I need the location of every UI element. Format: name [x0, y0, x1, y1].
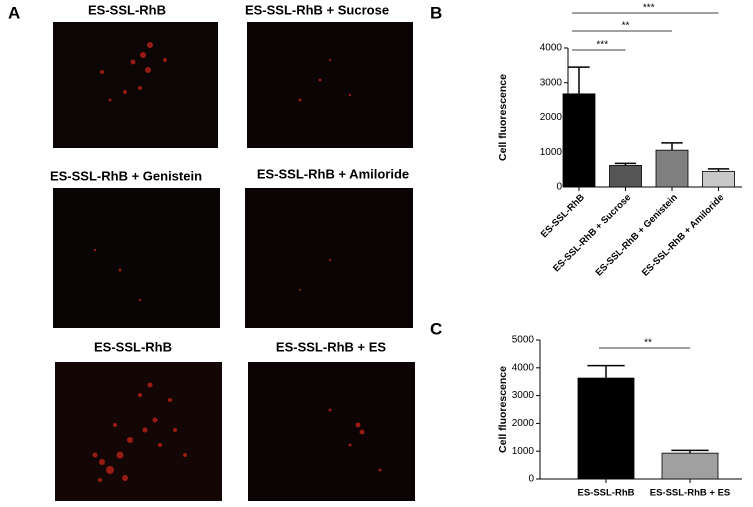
cell-spot: [359, 429, 365, 435]
y-axis-title: Cell fluorescence: [497, 366, 509, 453]
y-tick-label: 0: [528, 474, 534, 485]
cell-spot: [378, 468, 382, 472]
y-tick-label: 1000: [512, 446, 535, 457]
x-tick-label: ES-SSL-RhB: [578, 488, 635, 499]
cell-spot: [130, 59, 136, 65]
significance-label: **: [622, 21, 630, 32]
y-tick-label: 3000: [512, 390, 535, 401]
cell-spot: [138, 86, 142, 90]
cell-spot: [93, 248, 97, 252]
cell-spot: [328, 258, 332, 262]
y-tick-label: 2000: [540, 112, 563, 123]
panel-label: A: [8, 3, 20, 22]
bar: [661, 452, 719, 480]
cell-spot: [100, 70, 104, 74]
x-tick-label: ES-SSL-RhB: [539, 192, 587, 240]
cell-spot: [138, 393, 142, 397]
cell-spot: [123, 90, 127, 94]
image-title: ES-SSL-RhB + Sucrose: [245, 2, 389, 17]
micrograph: [248, 362, 415, 501]
cell-spot: [106, 466, 114, 474]
micrograph: [245, 188, 413, 328]
bar: [577, 377, 635, 480]
significance-label: **: [644, 338, 652, 349]
y-tick-label: 4000: [540, 43, 563, 54]
image-title: ES-SSL-RhB: [94, 339, 172, 354]
cell-spot: [108, 98, 112, 102]
cell-spot: [318, 78, 322, 82]
bar: [655, 149, 689, 188]
image-title: ES-SSL-RhB + ES: [276, 339, 386, 354]
y-tick-label: 0: [556, 182, 562, 193]
y-axis-title: Cell fluorescence: [497, 74, 509, 161]
micrographs: [53, 22, 415, 501]
image-title: ES-SSL-RhB + Genistein: [50, 168, 202, 183]
cell-spot: [183, 453, 187, 457]
image-title: ES-SSL-RhB: [88, 2, 166, 17]
panel-label: C: [430, 319, 442, 338]
bar: [702, 170, 735, 188]
significance-label: ***: [643, 3, 655, 14]
cell-spot: [355, 422, 361, 428]
y-tick-label: 1000: [540, 147, 563, 158]
x-tick-label: ES-SSL-RhB + Genistein: [594, 192, 680, 278]
micrograph: [53, 188, 220, 328]
cell-spot: [116, 451, 124, 459]
cell-spot: [299, 289, 301, 291]
cell-spot: [163, 58, 167, 62]
cell-spot: [118, 268, 122, 272]
cell-spot: [328, 408, 332, 412]
cell-spot: [145, 67, 151, 73]
cell-spot: [113, 423, 117, 427]
cell-spot: [168, 398, 172, 402]
x-tick-label: ES-SSL-RhB + Amiloride: [640, 192, 726, 278]
micrograph: [53, 22, 218, 148]
bar: [562, 93, 596, 188]
y-tick-label: 3000: [540, 77, 563, 88]
cell-spot: [298, 98, 302, 102]
significance-label: ***: [596, 40, 608, 51]
cell-spot: [158, 443, 162, 447]
cell-spot: [348, 443, 352, 447]
cell-spot: [138, 298, 142, 302]
cell-spot: [152, 417, 158, 423]
x-tick-label: ES-SSL-RhB + Sucrose: [551, 192, 633, 274]
cell-spot: [127, 437, 133, 443]
cell-spot: [142, 427, 148, 433]
cell-spot: [92, 452, 98, 458]
cell-spot: [99, 459, 105, 465]
cell-spot: [98, 478, 102, 482]
cell-spot: [140, 52, 146, 58]
micrograph: [247, 22, 413, 148]
x-tick-label: ES-SSL-RhB + ES: [650, 488, 731, 499]
y-tick-label: 4000: [512, 362, 535, 373]
cell-spot: [328, 58, 332, 62]
cell-spot: [173, 428, 177, 432]
y-tick-label: 2000: [512, 418, 535, 429]
bar: [609, 165, 642, 188]
cell-spot: [147, 382, 153, 388]
image-title: ES-SSL-RhB + Amiloride: [257, 166, 409, 181]
cell-spot: [122, 475, 128, 481]
y-tick-label: 5000: [512, 335, 535, 346]
micrograph: [55, 362, 222, 501]
panel-label: B: [430, 3, 442, 22]
cell-spot: [348, 93, 352, 97]
cell-spot: [147, 42, 153, 48]
